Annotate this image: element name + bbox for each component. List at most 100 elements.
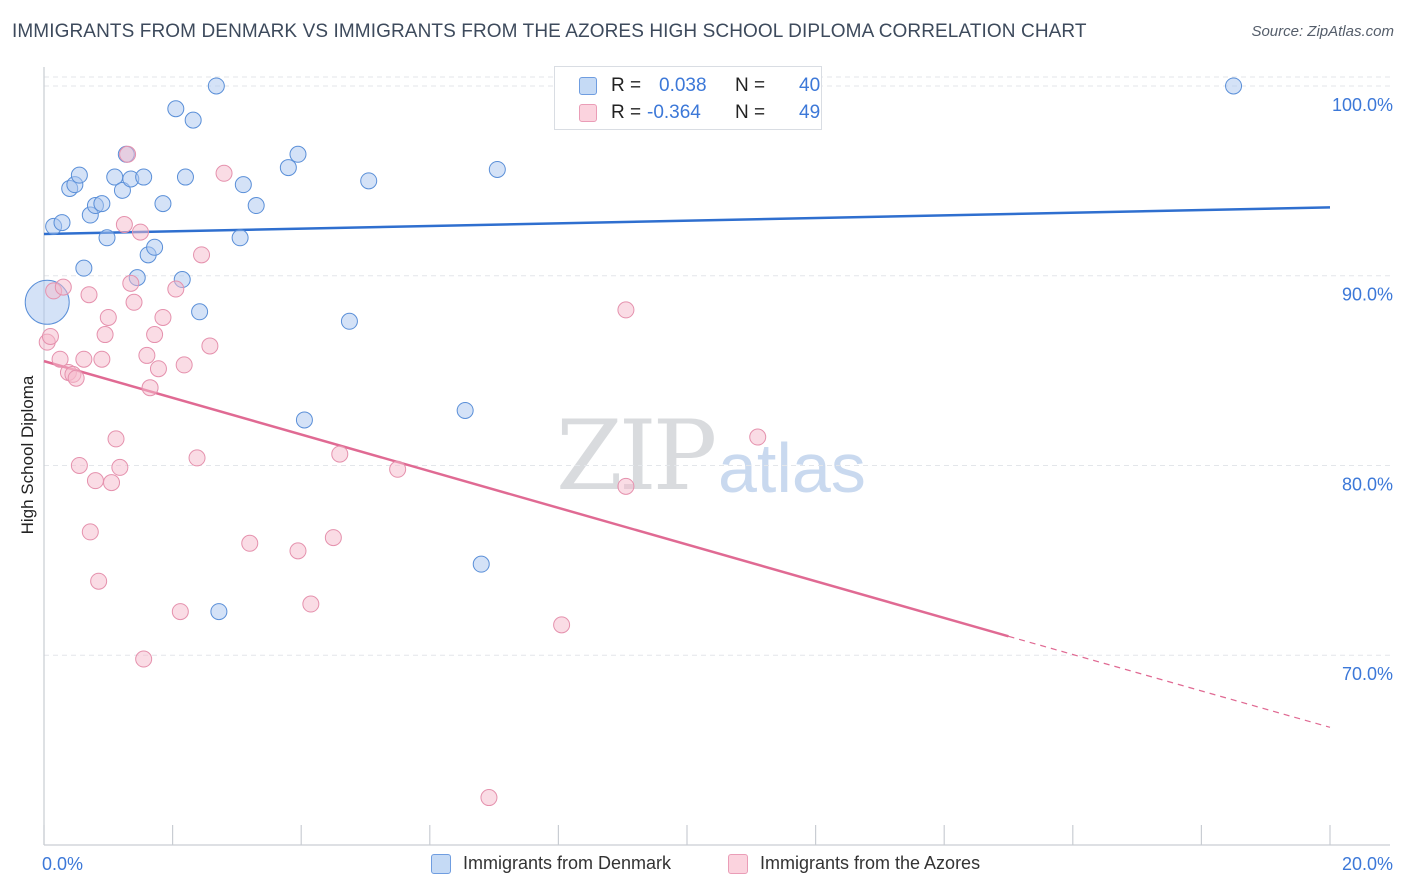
denmark-point [75,259,93,277]
denmark-point [234,176,252,194]
legend-r-value: 0.038 [659,75,707,96]
denmark-point [113,181,131,199]
denmark-point [176,168,194,186]
azores-point [331,445,349,463]
azores-point [149,360,167,378]
denmark-point [146,238,164,256]
denmark-point [191,303,209,321]
legend-swatch-azores [579,104,597,122]
y-tick-label: 90.0% [1342,285,1393,305]
azores-point [553,616,571,634]
denmark-point [295,411,313,429]
azores-point [617,477,635,495]
denmark-point [231,229,249,247]
azores-point [67,369,85,387]
azores-point [188,449,206,467]
legend-label-denmark: Immigrants from Denmark [463,853,672,873]
legend-swatch-denmark [431,854,451,874]
denmark-point [93,195,111,213]
azores-point [51,350,69,368]
azores-point [135,650,153,668]
azores-point [125,293,143,311]
azores-point [617,301,635,319]
axes [43,67,1390,846]
azores-point [167,280,185,298]
denmark-point [247,197,265,215]
denmark-point [456,401,474,419]
azores-point [93,350,111,368]
legend-swatch-denmark [579,77,597,95]
denmark-trend-line [43,206,1331,236]
azores-point [41,327,59,345]
azores-point [131,223,149,241]
azores-point [90,572,108,590]
trend-lines [43,206,1331,728]
azores-point [241,534,259,552]
azores-point [99,308,117,326]
denmark-point [98,229,116,247]
denmark-point [184,111,202,129]
denmark-point [135,168,153,186]
azores-point [119,145,137,163]
denmark-point [279,159,297,177]
azores-point [193,246,211,264]
azores-point [86,472,104,490]
azores-point [115,215,133,233]
azores-point [215,164,233,182]
series-legend: Immigrants from Denmark Immigrants from … [0,851,1406,879]
watermark-zip: ZIP [556,400,717,512]
data-points [24,77,1243,807]
azores-point [111,458,129,476]
denmark-point [53,214,71,232]
azores-point [324,529,342,547]
y-tick-label: 70.0% [1342,664,1393,684]
grid-lines [44,76,1390,656]
azores-trend-line-extension [1008,635,1331,728]
legend-r-value: -0.364 [647,102,701,123]
denmark-point [167,100,185,118]
source-label: Source: ZipAtlas.com [1251,23,1394,40]
denmark-point [154,195,172,213]
legend-n-value: 40 [799,75,821,96]
azores-point [171,603,189,621]
denmark-point [340,312,358,330]
legend-swatch-azores [728,854,748,874]
denmark-point [472,555,490,573]
legend-r-label: R = [611,102,642,123]
legend-n-label: N = [735,75,766,96]
azores-point [81,523,99,541]
denmark-point [207,77,225,95]
azores-point [107,430,125,448]
azores-trend-line [43,359,1009,638]
azores-point [80,286,98,304]
x-tick-label: 0.0% [42,854,83,874]
legend-label-azores: Immigrants from the Azores [760,853,981,873]
denmark-point [360,172,378,190]
legend-n-value: 49 [799,102,821,123]
denmark-point [210,603,228,621]
watermark-atlas: atlas [718,429,866,507]
azores-point [201,337,219,355]
tick-labels: 100.0% 90.0% 80.0% 70.0% 0.0% 20.0% [42,95,1393,874]
chart-title: IMMIGRANTS FROM DENMARK VS IMMIGRANTS FR… [12,21,1087,42]
azores-point [70,456,88,474]
azores-point [54,278,72,296]
azores-point [96,326,114,344]
azores-point [146,326,164,344]
azores-point [138,346,156,364]
azores-point [141,379,159,397]
azores-point [103,474,121,492]
legend-n-label: N = [735,102,766,123]
y-tick-label: 100.0% [1332,95,1393,115]
x-tick-label: 20.0% [1342,854,1393,874]
azores-point [389,460,407,478]
azores-point [154,308,172,326]
denmark-point [488,160,506,178]
azores-point [302,595,320,613]
correlation-legend: R = 0.038 N = 40 R = -0.364 N = 49 [554,66,822,130]
azores-point [749,428,767,446]
azores-point [289,542,307,560]
y-tick-label: 80.0% [1342,474,1393,494]
legend-r-label: R = [611,75,642,96]
